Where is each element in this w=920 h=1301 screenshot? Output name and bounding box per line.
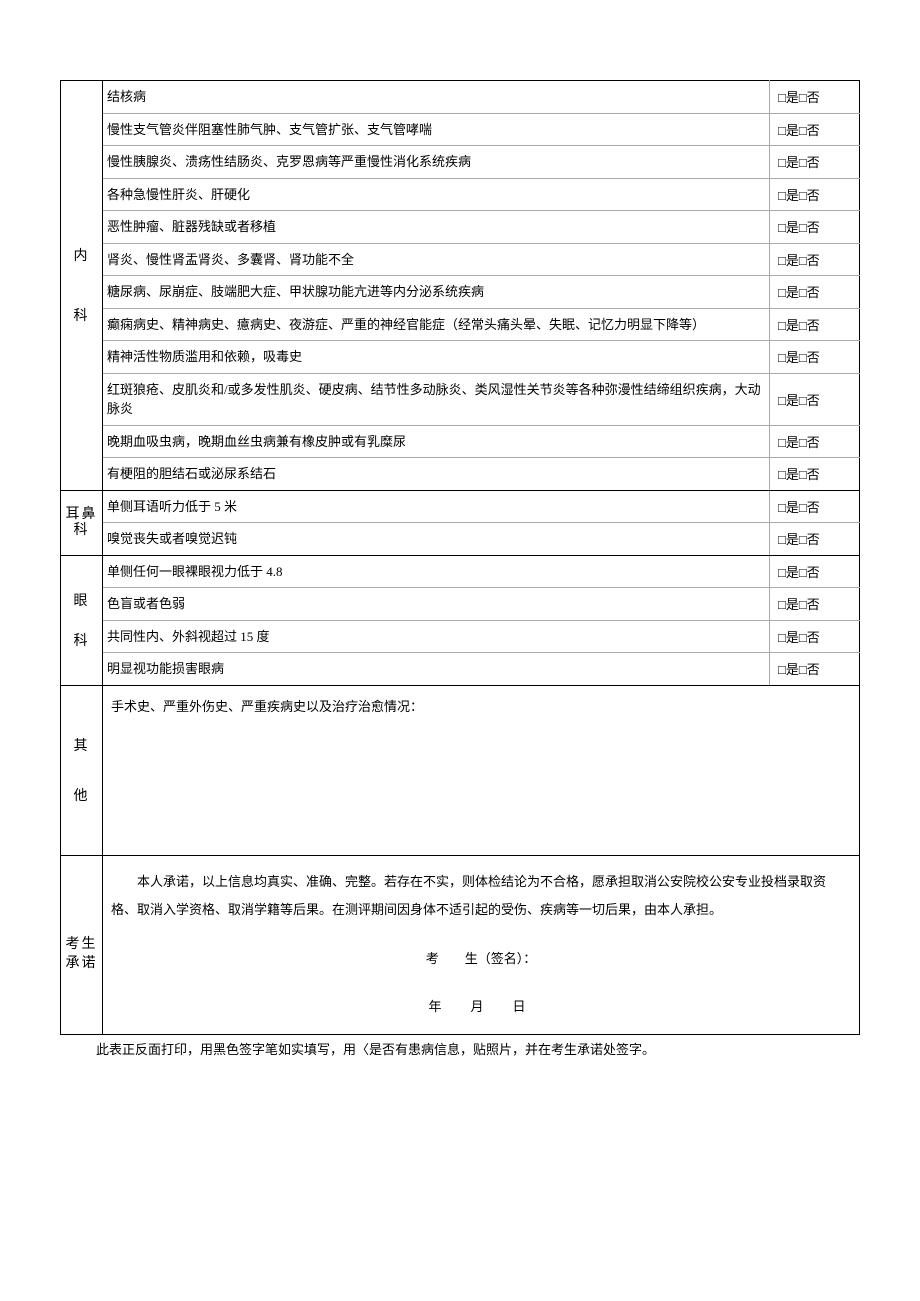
category-internal: 内 科 xyxy=(61,81,103,491)
footer-note: 此表正反面打印，用黑色签字笔如实填写，用〈是否有患病信息，贴照片，并在考生承诺处… xyxy=(60,1039,860,1058)
eye-item: 单侧任何一眼裸眼视力低于 4.8 xyxy=(103,555,770,588)
eye-item: 共同性内、外斜视超过 15 度 xyxy=(103,620,770,653)
checkbox-pair[interactable]: □是□否 xyxy=(770,523,860,556)
internal-item: 慢性支气管炎伴阻塞性肺气肿、支气管扩张、支气管哮喘 xyxy=(103,113,770,146)
category-other-label-top: 其 xyxy=(65,735,98,755)
checkbox-pair[interactable]: □是□否 xyxy=(770,308,860,341)
checkbox-pair[interactable]: □是□否 xyxy=(770,113,860,146)
checkbox-pair[interactable]: □是□否 xyxy=(770,490,860,523)
category-ent-label: 耳鼻科 xyxy=(66,507,98,537)
category-eye-label-bottom: 科 xyxy=(65,630,98,650)
checkbox-pair[interactable]: □是□否 xyxy=(770,276,860,309)
category-internal-label-top: 内 xyxy=(65,245,98,265)
internal-item: 慢性胰腺炎、溃疡性结肠炎、克罗恩病等严重慢性消化系统疾病 xyxy=(103,146,770,179)
eye-item: 色盲或者色弱 xyxy=(103,588,770,621)
category-other-label-bottom: 他 xyxy=(65,785,98,805)
ent-item: 嗅觉丧失或者嗅觉迟钝 xyxy=(103,523,770,556)
checkbox-pair[interactable]: □是□否 xyxy=(770,653,860,686)
internal-item: 恶性肿瘤、脏器残缺或者移植 xyxy=(103,211,770,244)
ent-item: 单侧耳语听力低于 5 米 xyxy=(103,490,770,523)
checkbox-pair[interactable]: □是□否 xyxy=(770,211,860,244)
checkbox-pair[interactable]: □是□否 xyxy=(770,373,860,425)
category-eye-label-top: 眼 xyxy=(65,590,98,610)
promise-content: 本人承诺，以上信息均真实、准确、完整。若存在不实，则体检结论为不合格，愿承担取消… xyxy=(103,855,860,1034)
eye-item: 明显视功能损害眼病 xyxy=(103,653,770,686)
category-ent: 耳鼻科 xyxy=(61,490,103,555)
category-promise: 考生承诺 xyxy=(61,855,103,1034)
internal-item: 肾炎、慢性肾盂肾炎、多囊肾、肾功能不全 xyxy=(103,243,770,276)
category-eye: 眼 科 xyxy=(61,555,103,685)
checkbox-pair[interactable]: □是□否 xyxy=(770,588,860,621)
checkbox-pair[interactable]: □是□否 xyxy=(770,555,860,588)
category-internal-label-bottom: 科 xyxy=(65,305,98,325)
internal-item: 有梗阻的胆结石或泌尿系结石 xyxy=(103,458,770,491)
checkbox-pair[interactable]: □是□否 xyxy=(770,620,860,653)
internal-item: 癫痫病史、精神病史、癔病史、夜游症、严重的神经官能症（经常头痛头晕、失眠、记忆力… xyxy=(103,308,770,341)
internal-item: 精神活性物质滥用和依赖，吸毒史 xyxy=(103,341,770,374)
checkbox-pair[interactable]: □是□否 xyxy=(770,425,860,458)
medical-form-table: 内 科 结核病 □是□否 慢性支气管炎伴阻塞性肺气肿、支气管扩张、支气管哮喘 □… xyxy=(60,80,860,1035)
signature-line[interactable]: 考 生（签名）： xyxy=(111,945,851,974)
internal-item: 晚期血吸虫病，晚期血丝虫病兼有橡皮肿或有乳糜尿 xyxy=(103,425,770,458)
category-promise-label: 考生承诺 xyxy=(66,937,98,972)
internal-item: 糖尿病、尿崩症、肢端肥大症、甲状腺功能亢进等内分泌系统疾病 xyxy=(103,276,770,309)
category-other: 其 他 xyxy=(61,685,103,855)
checkbox-pair[interactable]: □是□否 xyxy=(770,341,860,374)
internal-item: 红斑狼疮、皮肌炎和/或多发性肌炎、硬皮病、结节性多动脉炎、类风湿性关节炎等各种弥… xyxy=(103,373,770,425)
checkbox-pair[interactable]: □是□否 xyxy=(770,178,860,211)
checkbox-pair[interactable]: □是□否 xyxy=(770,458,860,491)
internal-item: 各种急慢性肝炎、肝硬化 xyxy=(103,178,770,211)
other-content[interactable]: 手术史、严重外伤史、严重疾病史以及治疗治愈情况： xyxy=(103,685,860,855)
checkbox-pair[interactable]: □是□否 xyxy=(770,146,860,179)
promise-text: 本人承诺，以上信息均真实、准确、完整。若存在不实，则体检结论为不合格，愿承担取消… xyxy=(111,868,851,925)
checkbox-pair[interactable]: □是□否 xyxy=(770,81,860,114)
checkbox-pair[interactable]: □是□否 xyxy=(770,243,860,276)
date-line[interactable]: 年 月 日 xyxy=(111,993,851,1022)
internal-item: 结核病 xyxy=(103,81,770,114)
